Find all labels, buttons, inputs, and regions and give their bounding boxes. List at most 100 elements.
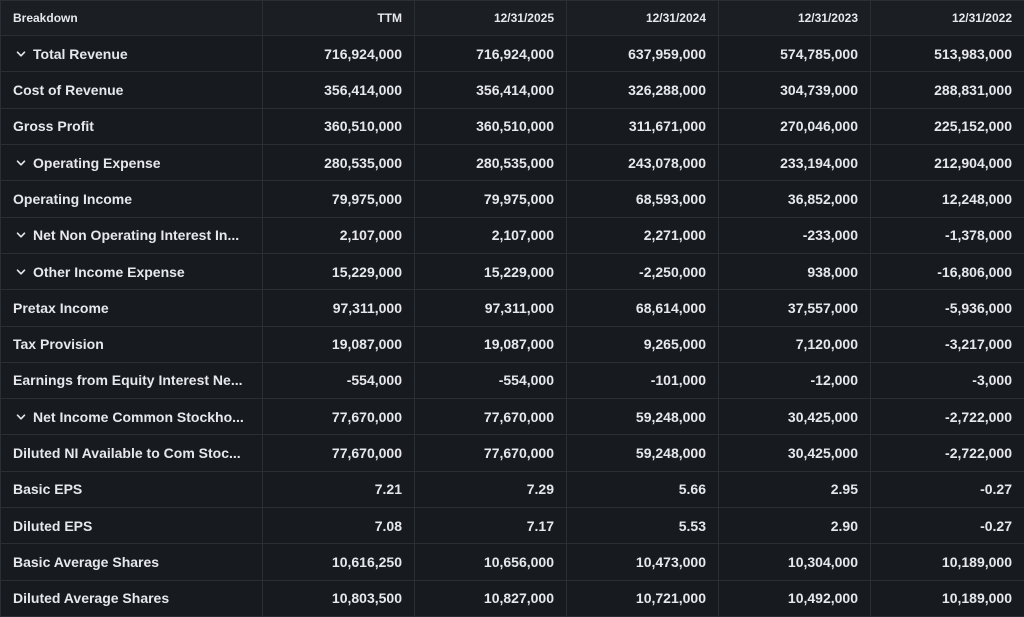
row-label-cell: Diluted NI Available to Com Stoc... — [0, 434, 263, 472]
row-label-cell: Basic Average Shares — [0, 543, 263, 581]
value-cell: 311,671,000 — [566, 107, 719, 145]
row-label-cell: Basic EPS — [0, 470, 263, 509]
expand-toggle[interactable]: Net Income Common Stockho... — [13, 409, 250, 425]
row-label: Earnings from Equity Interest Ne... — [13, 372, 243, 389]
value-cell: 37,557,000 — [718, 289, 871, 327]
row-label-wrap: Diluted EPS — [13, 518, 250, 534]
table-row[interactable]: Net Non Operating Interest In... 2,107,00… — [0, 216, 1024, 254]
chevron-down-icon[interactable] — [16, 230, 26, 240]
value-cell: 77,670,000 — [262, 434, 415, 472]
value-cell: 356,414,000 — [262, 71, 415, 109]
value-cell: 2,107,000 — [414, 216, 567, 254]
expand-toggle[interactable]: Other Income Expense — [13, 264, 250, 280]
value-cell: -3,000 — [870, 361, 1024, 400]
row-label-cell[interactable]: Other Income Expense — [0, 252, 263, 291]
value-cell: 10,803,500 — [262, 579, 415, 617]
value-cell: 225,152,000 — [870, 107, 1024, 145]
row-label-cell[interactable]: Net Non Operating Interest In... — [0, 216, 263, 254]
table-row: Basic EPS 7.21 7.29 5.66 2.95 -0.27 — [0, 470, 1024, 509]
row-label-cell[interactable]: Net Income Common Stockho... — [0, 398, 263, 436]
chevron-down-icon[interactable] — [16, 412, 26, 422]
value-cell: 12,248,000 — [870, 180, 1024, 218]
row-label-wrap: Cost of Revenue — [13, 82, 250, 98]
expand-toggle[interactable]: Operating Expense — [13, 155, 250, 171]
expand-toggle[interactable]: Net Non Operating Interest In... — [13, 227, 250, 243]
value-cell: 5.66 — [566, 470, 719, 509]
value-cell: 59,248,000 — [566, 434, 719, 472]
table-row: Diluted Average Shares 10,803,500 10,827,0… — [0, 579, 1024, 617]
value-cell: -2,722,000 — [870, 434, 1024, 472]
value-cell: 513,983,000 — [870, 34, 1024, 73]
value-cell: 36,852,000 — [718, 180, 871, 218]
value-cell: 2,107,000 — [262, 216, 415, 254]
value-cell: 233,194,000 — [718, 143, 871, 182]
chevron-down-icon[interactable] — [16, 49, 26, 59]
value-cell: 5.53 — [566, 507, 719, 545]
value-cell: 77,670,000 — [414, 434, 567, 472]
value-cell: 326,288,000 — [566, 71, 719, 109]
value-cell: 97,311,000 — [262, 289, 415, 327]
column-header-2024: 12/31/2024 — [566, 0, 719, 36]
value-cell: 280,535,000 — [414, 143, 567, 182]
row-label-cell: Cost of Revenue — [0, 71, 263, 109]
value-cell: 304,739,000 — [718, 71, 871, 109]
value-cell: 19,087,000 — [414, 325, 567, 363]
chevron-down-icon[interactable] — [16, 267, 26, 277]
value-cell: 716,924,000 — [262, 34, 415, 73]
column-header-2025: 12/31/2025 — [414, 0, 567, 36]
row-label: Diluted NI Available to Com Stoc... — [13, 445, 241, 462]
value-cell: 10,656,000 — [414, 543, 567, 581]
row-label-cell: Pretax Income — [0, 289, 263, 327]
value-cell: 2,271,000 — [566, 216, 719, 254]
value-cell: 716,924,000 — [414, 34, 567, 73]
row-label-wrap: Diluted NI Available to Com Stoc... — [13, 445, 250, 461]
value-cell: 19,087,000 — [262, 325, 415, 363]
table-row[interactable]: Other Income Expense 15,229,000 15,229,000… — [0, 252, 1024, 291]
value-cell: -5,936,000 — [870, 289, 1024, 327]
chevron-down-icon[interactable] — [16, 158, 26, 168]
row-label: Diluted EPS — [13, 517, 93, 534]
row-label-cell: Tax Provision — [0, 325, 263, 363]
value-cell: -3,217,000 — [870, 325, 1024, 363]
value-cell: 15,229,000 — [262, 252, 415, 291]
table-row[interactable]: Operating Expense 280,535,000 280,535,000 2… — [0, 143, 1024, 182]
table-row[interactable]: Net Income Common Stockho... 77,670,000 77… — [0, 398, 1024, 436]
row-label: Basic Average Shares — [13, 554, 160, 571]
value-cell: -2,722,000 — [870, 398, 1024, 436]
table-row: Tax Provision 19,087,000 19,087,000 9,265,0… — [0, 325, 1024, 363]
value-cell: 15,229,000 — [414, 252, 567, 291]
table-row: Basic Average Shares 10,616,250 10,656,000… — [0, 543, 1024, 581]
row-label-cell: Diluted Average Shares — [0, 579, 263, 617]
value-cell: 7.21 — [262, 470, 415, 509]
value-cell: 10,721,000 — [566, 579, 719, 617]
value-cell: 7,120,000 — [718, 325, 871, 363]
value-cell: -0.27 — [870, 470, 1024, 509]
row-label-wrap: Operating Income — [13, 191, 250, 207]
column-header-2023: 12/31/2023 — [718, 0, 871, 36]
value-cell: 59,248,000 — [566, 398, 719, 436]
row-label: Net Non Operating Interest In... — [33, 227, 240, 244]
value-cell: 77,670,000 — [414, 398, 567, 436]
value-cell: 270,046,000 — [718, 107, 871, 145]
table-row[interactable]: Total Revenue 716,924,000 716,924,000 637,9… — [0, 34, 1024, 73]
value-cell: 7.17 — [414, 507, 567, 545]
expand-toggle[interactable]: Total Revenue — [13, 46, 250, 62]
value-cell: 79,975,000 — [414, 180, 567, 218]
value-cell: 356,414,000 — [414, 71, 567, 109]
row-label-cell[interactable]: Operating Expense — [0, 143, 263, 182]
value-cell: 280,535,000 — [262, 143, 415, 182]
row-label-cell: Gross Profit — [0, 107, 263, 145]
row-label: Total Revenue — [33, 45, 128, 62]
table-row: Operating Income 79,975,000 79,975,000 68,5… — [0, 180, 1024, 218]
row-label-wrap: Gross Profit — [13, 118, 250, 134]
row-label: Basic EPS — [13, 481, 83, 498]
row-label-cell[interactable]: Total Revenue — [0, 34, 263, 73]
value-cell: 288,831,000 — [870, 71, 1024, 109]
table-row: Gross Profit 360,510,000 360,510,000 311,67… — [0, 107, 1024, 145]
value-cell: 360,510,000 — [262, 107, 415, 145]
row-label-cell: Operating Income — [0, 180, 263, 218]
row-label-cell: Earnings from Equity Interest Ne... — [0, 361, 263, 400]
value-cell: 2.95 — [718, 470, 871, 509]
value-cell: 2.90 — [718, 507, 871, 545]
value-cell: -101,000 — [566, 361, 719, 400]
